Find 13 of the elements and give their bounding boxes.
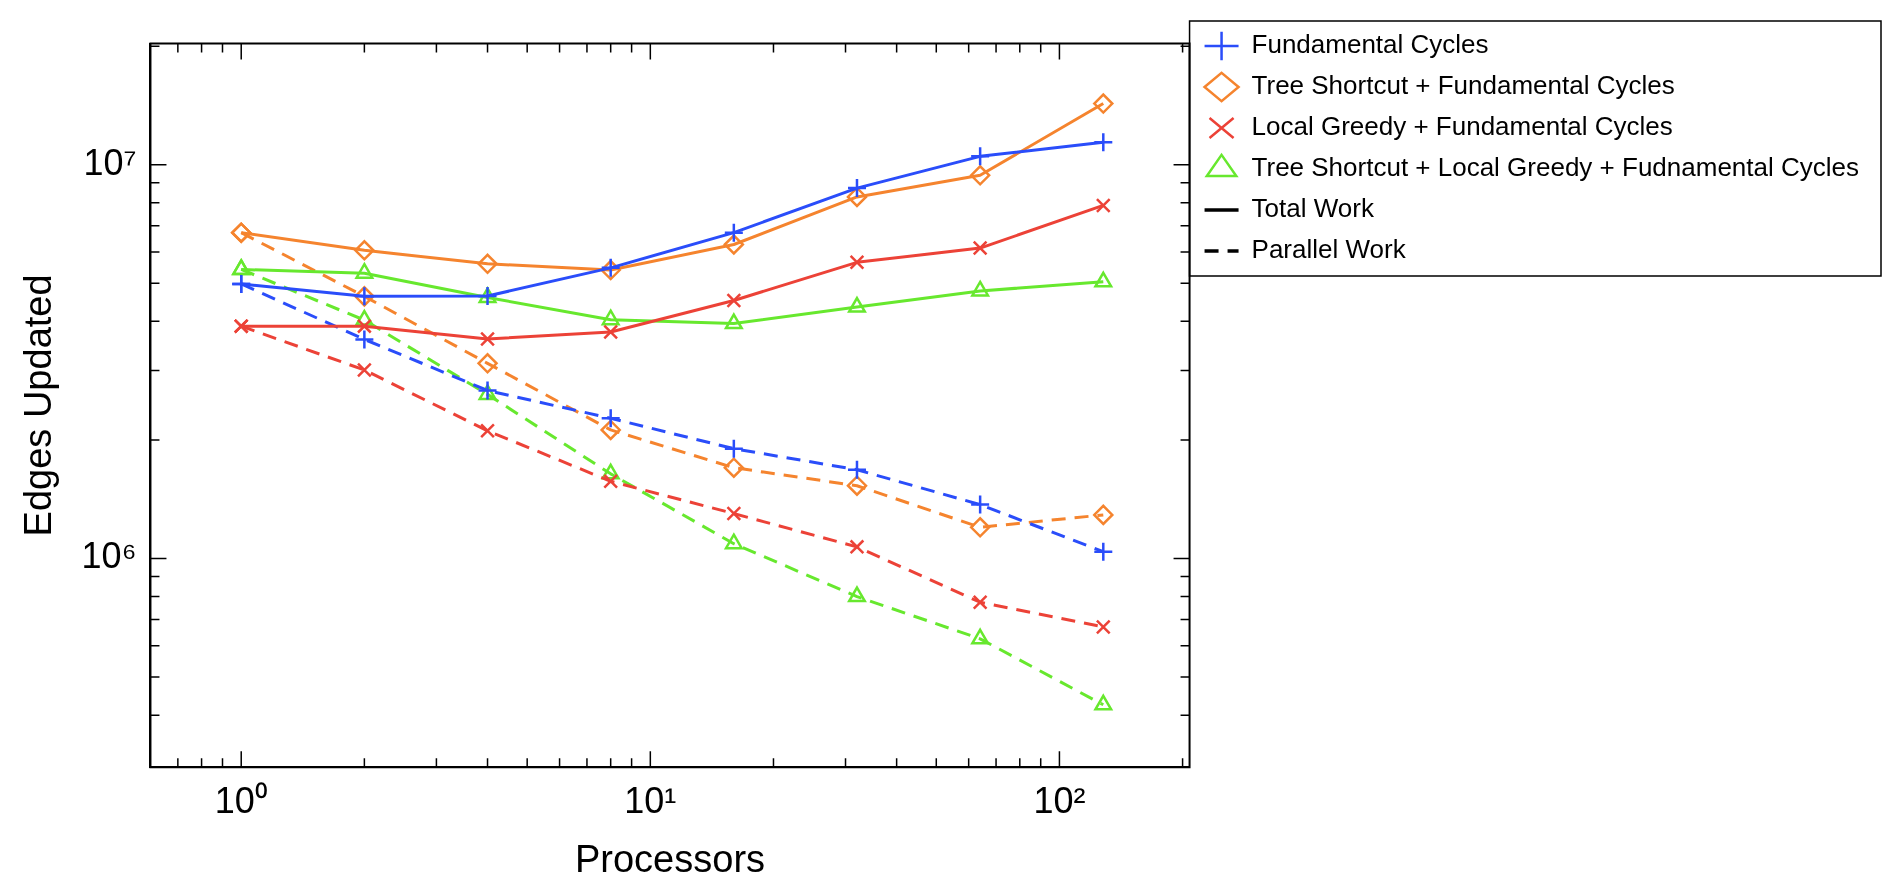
x-tick-label: 10⁰ bbox=[214, 779, 268, 821]
y-tick-label: 10⁶ bbox=[81, 535, 137, 577]
x-tick-label: 10² bbox=[1033, 779, 1086, 821]
legend-label: Tree Shortcut + Local Greedy + Fudnamental Cycles bbox=[1251, 152, 1860, 183]
legend-label: Fundamental Cycles bbox=[1251, 29, 1489, 60]
y-tick-label: 10⁷ bbox=[83, 141, 137, 183]
text: Parallel Work bbox=[1251, 234, 1407, 265]
legend-label: Tree Shortcut + Fundamental Cycles bbox=[1251, 70, 1675, 101]
text: Total Work bbox=[1251, 193, 1375, 224]
x-tick-label: 10¹ bbox=[624, 779, 677, 821]
legend-label: Local Greedy + Fundamental Cycles bbox=[1251, 111, 1673, 142]
x-axis-title: Processors bbox=[574, 837, 766, 880]
y-axis-title: Edges Updated bbox=[17, 274, 60, 537]
